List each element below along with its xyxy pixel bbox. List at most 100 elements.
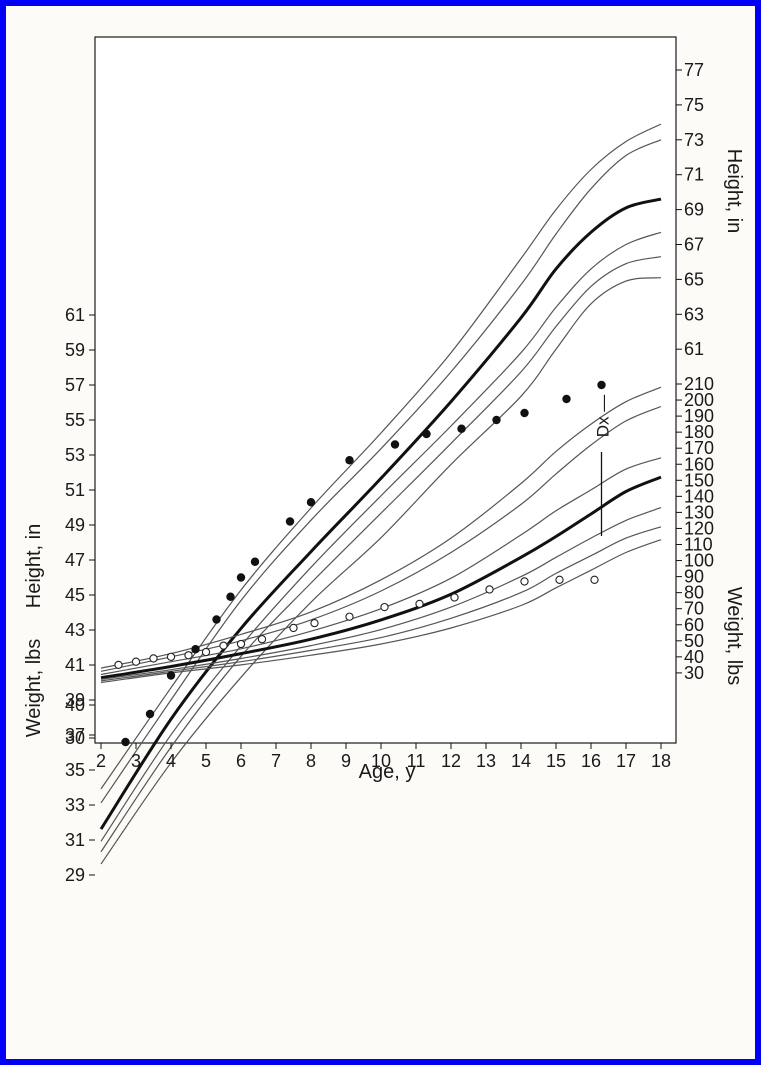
plot-area bbox=[94, 36, 677, 744]
x-tick-label: 4 bbox=[166, 751, 176, 771]
left-tick-label: 37 bbox=[65, 725, 85, 745]
weight-point bbox=[201, 647, 211, 657]
weight-point bbox=[131, 657, 141, 666]
right-tick-label: 75 bbox=[684, 95, 704, 115]
right-tick-label: 69 bbox=[684, 200, 704, 220]
x-tick-label: 9 bbox=[341, 751, 351, 771]
weight-point bbox=[380, 602, 389, 612]
weight-percentile-curve-6 bbox=[100, 539, 662, 684]
weight-point bbox=[114, 660, 123, 670]
height-point bbox=[212, 615, 221, 624]
height-point bbox=[345, 456, 354, 465]
weight-point bbox=[236, 639, 246, 649]
height-point bbox=[166, 671, 176, 680]
left-tick-label: 55 bbox=[65, 410, 85, 430]
height-point bbox=[422, 429, 431, 439]
x-tick-label: 10 bbox=[371, 751, 391, 771]
left-tick-label: 29 bbox=[65, 865, 85, 885]
left-tick-label: 39 bbox=[65, 690, 85, 710]
left-tick-label: 35 bbox=[65, 760, 85, 780]
x-tick-label: 18 bbox=[651, 751, 671, 771]
left-tick-label: 53 bbox=[65, 445, 85, 465]
curves-layer bbox=[99, 123, 662, 865]
height-point bbox=[306, 498, 316, 507]
left-tick-label: 61 bbox=[65, 305, 85, 325]
weight-point bbox=[166, 652, 176, 661]
right-tick-label: 190 bbox=[684, 406, 714, 426]
height-point bbox=[191, 645, 200, 654]
right-tick-label: 61 bbox=[684, 339, 704, 359]
height-percentile-curve-3 bbox=[100, 231, 662, 842]
right-tick-label: 77 bbox=[684, 60, 704, 80]
weight-percentile-curve-0 bbox=[100, 386, 662, 669]
growth-chart: Dx —2 3 4 5 6 7 8 9 10 11 12 13 14 15 16 17 182931333537… bbox=[23, 36, 745, 885]
x-tick-label: 7 bbox=[271, 751, 281, 771]
weight-point bbox=[345, 612, 354, 621]
height-point bbox=[562, 394, 571, 404]
left-tick-label: 43 bbox=[65, 620, 85, 640]
height-point bbox=[236, 573, 246, 582]
weight-percentile-curve-5 bbox=[100, 526, 662, 682]
x-tick-label: 6 bbox=[236, 751, 246, 771]
right-tick-label: 150 bbox=[684, 470, 714, 490]
right-tick-label: 50 bbox=[684, 631, 704, 651]
weight-percentile-curve-4 bbox=[100, 507, 662, 680]
right-tick-label: 90 bbox=[684, 567, 704, 587]
height-point bbox=[226, 592, 235, 601]
height-point bbox=[250, 557, 260, 566]
height-point bbox=[121, 737, 130, 747]
right-tick-label: 63 bbox=[684, 304, 704, 324]
weight-point bbox=[219, 641, 228, 650]
x-tick-label: 3 bbox=[131, 751, 141, 771]
chart-frame: Dx —2 3 4 5 6 7 8 9 10 11 12 13 14 15 16 17 18 29 31 33 35 37… bbox=[6, 6, 755, 1059]
left-tick-label: 47 bbox=[65, 550, 85, 570]
points-layer bbox=[114, 380, 606, 747]
x-tick-label: 2 bbox=[96, 751, 106, 771]
weight-point bbox=[310, 618, 319, 628]
weight-point bbox=[184, 651, 193, 660]
x-tick-label: 16 bbox=[581, 751, 601, 771]
x-tick-label: 15 bbox=[546, 751, 566, 771]
weight-point bbox=[149, 654, 158, 663]
x-tick-label: 13 bbox=[476, 751, 496, 771]
right-tick-label: 130 bbox=[684, 502, 714, 522]
right-tick-label: 210 bbox=[684, 374, 714, 394]
right-tick-label: 100 bbox=[684, 551, 714, 571]
right-tick-label: 140 bbox=[684, 486, 714, 506]
x-tick-label: 17 bbox=[616, 751, 636, 771]
weight-percentile-curve-3 bbox=[100, 475, 662, 680]
left-tick-label: 59 bbox=[65, 340, 85, 360]
right-tick-label: 110 bbox=[684, 535, 713, 555]
right-tick-label: 180 bbox=[684, 422, 714, 442]
height-point bbox=[145, 709, 155, 719]
left-ylabel-weight: Weight, lbs bbox=[23, 639, 45, 738]
axes-layer: Dx —2 3 4 5 6 7 8 9 10 11 12 13 14 15 16 17 182931333537… bbox=[65, 60, 714, 885]
right-tick-label: 60 bbox=[684, 615, 704, 635]
weight-point bbox=[520, 577, 529, 586]
x-tick-label: 8 bbox=[306, 751, 316, 771]
right-tick-label: 80 bbox=[684, 583, 704, 603]
left-ylabel-height: Height, in bbox=[23, 524, 45, 609]
right-tick-label: 30 bbox=[684, 663, 704, 683]
right-tick-label: 71 bbox=[684, 165, 704, 185]
height-point bbox=[520, 408, 529, 418]
x-tick-label: 14 bbox=[511, 751, 531, 771]
weight-point bbox=[450, 593, 459, 602]
left-tick-label: 45 bbox=[65, 585, 85, 605]
right-tick-label: 120 bbox=[684, 518, 714, 538]
left-tick-label: 57 bbox=[65, 375, 85, 395]
weight-point bbox=[590, 575, 599, 584]
right-tick-label: 70 bbox=[684, 599, 704, 619]
height-percentile-curve-0 bbox=[100, 123, 662, 790]
weight-point bbox=[415, 599, 424, 609]
right-ylabel-weight: Weight, lbs bbox=[723, 587, 745, 686]
weight-point bbox=[289, 623, 298, 633]
right-tick-label: 160 bbox=[684, 454, 714, 474]
x-tick-label: 5 bbox=[201, 751, 211, 771]
weight-point bbox=[485, 585, 494, 594]
weight-percentile-curve-2 bbox=[100, 457, 662, 676]
right-tick-label: 200 bbox=[684, 390, 714, 410]
left-tick-label: 40 bbox=[65, 695, 85, 715]
x-axis-label: Age, y bbox=[359, 761, 416, 783]
left-tick-label: 41 bbox=[65, 655, 85, 675]
